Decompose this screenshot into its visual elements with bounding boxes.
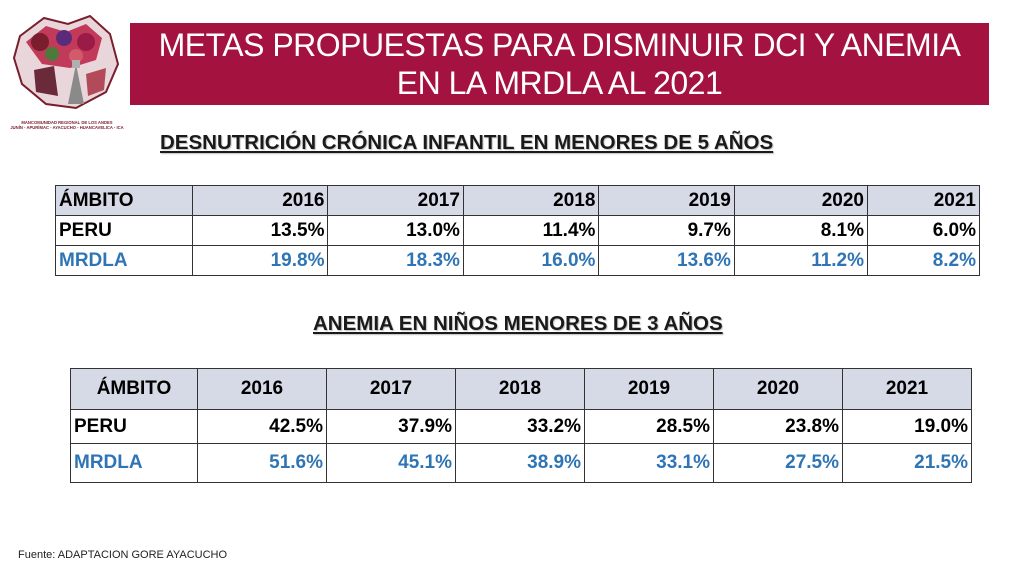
mancomunidad-logo: MANCOMUNIDAD REGIONAL DE LOS ANDES JUNÍN… bbox=[6, 8, 124, 136]
dci-table: ÁMBITO 2016 2017 2018 2019 2020 2021 PER… bbox=[55, 185, 980, 276]
table-row: PERU 42.5% 37.9% 33.2% 28.5% 23.8% 19.0% bbox=[70, 409, 972, 444]
table-header-row: ÁMBITO 2016 2017 2018 2019 2020 2021 bbox=[55, 185, 980, 216]
anemia-table: ÁMBITO 2016 2017 2018 2019 2020 2021 PER… bbox=[70, 368, 972, 483]
column-header-2021: 2021 bbox=[867, 185, 980, 216]
table-header-row: ÁMBITO 2016 2017 2018 2019 2020 2021 bbox=[70, 368, 972, 410]
table-cell: 11.2% bbox=[733, 245, 869, 276]
table-cell: 18.3% bbox=[327, 245, 464, 276]
column-header-2018: 2018 bbox=[455, 368, 585, 410]
logo-subcaption: JUNÍN - APURÍMAC - AYACUCHO - HUANCAVELI… bbox=[10, 125, 124, 130]
table-cell: 13.5% bbox=[191, 215, 329, 246]
table-cell: 51.6% bbox=[197, 443, 327, 483]
source-note: Fuente: ADAPTACION GORE AYACUCHO bbox=[18, 549, 228, 561]
column-header-2020: 2020 bbox=[713, 368, 843, 410]
table-cell: 11.4% bbox=[462, 215, 600, 246]
table-cell: 19.8% bbox=[191, 245, 329, 276]
anemia-section-title: ANEMIA EN NIÑOS MENORES DE 3 AÑOS bbox=[313, 312, 723, 335]
column-header-2019: 2019 bbox=[584, 368, 714, 410]
column-header-2018: 2018 bbox=[462, 185, 600, 216]
table-cell: 23.8% bbox=[713, 409, 843, 444]
table-cell: 6.0% bbox=[867, 215, 980, 246]
column-header-2020: 2020 bbox=[733, 185, 869, 216]
page-title: METAS PROPUESTAS PARA DISMINUIR DCI Y AN… bbox=[158, 27, 961, 101]
table-row: PERU 13.5% 13.0% 11.4% 9.7% 8.1% 6.0% bbox=[55, 215, 980, 246]
table-cell: 28.5% bbox=[584, 409, 714, 444]
table-cell: 27.5% bbox=[713, 443, 843, 483]
column-header-2016: 2016 bbox=[191, 185, 329, 216]
table-cell: 33.1% bbox=[584, 443, 714, 483]
table-cell: 8.1% bbox=[733, 215, 869, 246]
table-row: MRDLA 19.8% 18.3% 16.0% 13.6% 11.2% 8.2% bbox=[55, 245, 980, 276]
table-cell: 42.5% bbox=[197, 409, 327, 444]
column-header-2021: 2021 bbox=[842, 368, 972, 410]
table-cell: 38.9% bbox=[455, 443, 585, 483]
column-header-2016: 2016 bbox=[197, 368, 327, 410]
table-cell: 16.0% bbox=[462, 245, 600, 276]
table-cell: 9.7% bbox=[598, 215, 735, 246]
row-label-peru: PERU bbox=[55, 215, 193, 246]
row-label-mrdla: MRDLA bbox=[55, 245, 193, 276]
title-banner: METAS PROPUESTAS PARA DISMINUIR DCI Y AN… bbox=[130, 23, 989, 105]
column-header-2017: 2017 bbox=[327, 185, 464, 216]
table-cell: 45.1% bbox=[326, 443, 456, 483]
column-header-ambito: ÁMBITO bbox=[55, 185, 193, 216]
table-cell: 13.0% bbox=[327, 215, 464, 246]
table-cell: 21.5% bbox=[842, 443, 972, 483]
logo-emblem bbox=[12, 14, 120, 110]
table-cell: 8.2% bbox=[867, 245, 980, 276]
table-cell: 19.0% bbox=[842, 409, 972, 444]
column-header-2017: 2017 bbox=[326, 368, 456, 410]
row-label-mrdla: MRDLA bbox=[70, 443, 198, 483]
column-header-2019: 2019 bbox=[598, 185, 735, 216]
table-cell: 13.6% bbox=[598, 245, 735, 276]
table-cell: 33.2% bbox=[455, 409, 585, 444]
table-cell: 37.9% bbox=[326, 409, 456, 444]
logo-caption: MANCOMUNIDAD REGIONAL DE LOS ANDES bbox=[21, 120, 113, 125]
row-label-peru: PERU bbox=[70, 409, 198, 444]
dci-section-title: DESNUTRICIÓN CRÓNICA INFANTIL EN MENORES… bbox=[160, 131, 774, 154]
column-header-ambito: ÁMBITO bbox=[70, 368, 198, 410]
table-row: MRDLA 51.6% 45.1% 38.9% 33.1% 27.5% 21.5… bbox=[70, 443, 972, 483]
